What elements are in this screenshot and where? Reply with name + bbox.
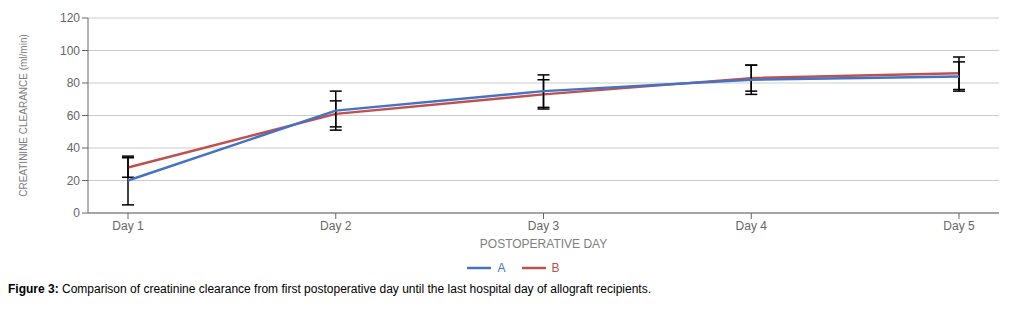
- svg-text:Day 5: Day 5: [943, 219, 975, 233]
- svg-text:0: 0: [73, 206, 80, 220]
- svg-text:20: 20: [67, 174, 81, 188]
- svg-text:120: 120: [60, 11, 80, 25]
- svg-text:Day 2: Day 2: [320, 219, 352, 233]
- html-text:Figure 3: Comparison of creati: Figure 3: Comparison of creatinine clear…: [8, 282, 651, 296]
- svg-text:Day 3: Day 3: [528, 219, 560, 233]
- svg-text:POSTOPERATIVE DAY: POSTOPERATIVE DAY: [480, 237, 607, 251]
- svg-text:40: 40: [67, 141, 81, 155]
- svg-text:Day 1: Day 1: [112, 219, 144, 233]
- svg-text:80: 80: [67, 76, 81, 90]
- html-text:A: A: [497, 261, 506, 275]
- svg-text:60: 60: [67, 109, 81, 123]
- html-text:B: B: [551, 261, 560, 275]
- svg-text:100: 100: [60, 44, 80, 58]
- svg-text:CREATININE CLEARANCE (ml/min): CREATININE CLEARANCE (ml/min): [18, 34, 29, 197]
- svg-text:Day 4: Day 4: [736, 219, 768, 233]
